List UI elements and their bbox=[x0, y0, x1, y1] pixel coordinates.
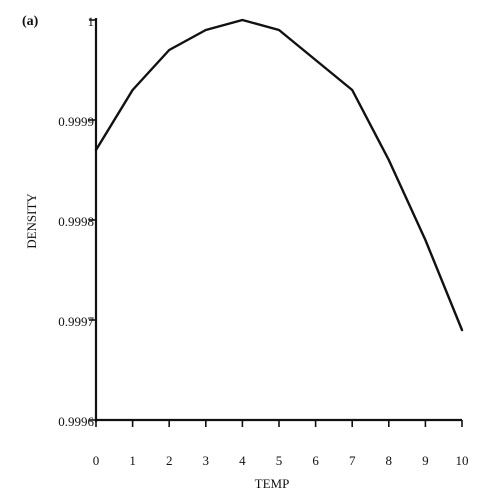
series-layer bbox=[94, 18, 464, 332]
density-series-line bbox=[94, 18, 464, 332]
x-axis-ticks: 0 1 2 3 4 5 6 7 8 9 10 bbox=[93, 420, 469, 468]
x-tick-label: 2 bbox=[166, 453, 173, 468]
y-axis-ticks: 0.9996 0.9997 0.9998 0.9999 1 bbox=[58, 14, 96, 429]
x-tick-label: 0 bbox=[93, 453, 100, 468]
plot-area: 0.9996 0.9997 0.9998 0.9999 1 0 1 2 3 4 5 6 7 8 9 10 bbox=[58, 14, 468, 468]
y-tick-label: 0.9997 bbox=[58, 314, 94, 329]
y-axis-label: DENSITY bbox=[24, 193, 39, 249]
x-tick-label: 10 bbox=[456, 453, 469, 468]
y-tick-label: 1 bbox=[88, 14, 95, 29]
y-tick-label: 0.9999 bbox=[58, 114, 94, 129]
y-tick-label: 0.9996 bbox=[58, 414, 94, 429]
panel-label: (a) bbox=[22, 14, 39, 29]
x-tick-label: 5 bbox=[276, 453, 283, 468]
y-tick-label: 0.9998 bbox=[58, 214, 94, 229]
x-tick-label: 9 bbox=[422, 453, 429, 468]
x-tick-label: 4 bbox=[239, 453, 246, 468]
x-axis-label: TEMP bbox=[255, 476, 290, 491]
x-tick-label: 3 bbox=[203, 453, 210, 468]
x-tick-label: 1 bbox=[129, 453, 136, 468]
x-tick-label: 7 bbox=[349, 453, 356, 468]
x-tick-label: 6 bbox=[312, 453, 319, 468]
x-tick-label: 8 bbox=[386, 453, 393, 468]
